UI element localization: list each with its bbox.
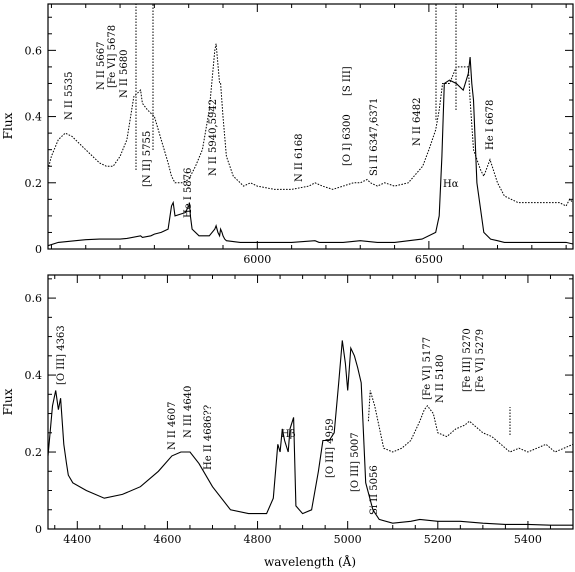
top-series-group [47, 43, 574, 247]
y-tick-label-0.6: 0.6 [25, 44, 43, 57]
label-fe6-5678: [Fe VI] 5678 [107, 25, 118, 88]
label-fe3-5270: [Fe III] 5270 [462, 328, 473, 392]
top-panel: 0 0.2 0.4 0.6 6000 6500 Flux N II 5535 N II … [1, 3, 574, 266]
y-tick-label-0.2: 0.2 [25, 446, 43, 459]
label-n2-5940: N II 5940,5942 [208, 99, 219, 176]
x-tick-label-6500: 6500 [415, 253, 443, 266]
label-he2-4686: He II 4686?? [203, 405, 214, 470]
bottom-axis-ticks [48, 275, 574, 530]
bottom-y-axis-label: Flux [1, 388, 15, 415]
label-si2-6347: Si II 6347,6371 [369, 98, 380, 176]
label-halpha: Hα [443, 179, 459, 190]
label-n2-5535: N II 5535 [64, 72, 75, 120]
bottom-series-group [47, 340, 574, 526]
bottom-y-tick-labels: 0 0.2 0.4 0.6 [25, 292, 43, 536]
label-n3-4640: N III 4640 [183, 386, 194, 438]
bottom-x-tick-labels: 4400 4600 4800 5000 5200 5400 [63, 533, 542, 546]
label-o3-4363: [O III] 4363 [56, 325, 67, 385]
y-tick-label-0.4: 0.4 [25, 111, 43, 124]
label-he1-6678: He I 6678 [485, 100, 496, 150]
bottom-plot-frame [47, 274, 574, 530]
label-o1-6300: [O I] 6300 [342, 114, 353, 166]
y-tick-label-0: 0 [35, 523, 42, 536]
y-tick-label-0.4: 0.4 [25, 369, 43, 382]
top-series-solid-0 [47, 56, 574, 247]
label-n2-4607: N II 4607 [167, 402, 178, 450]
label-fe6-5279: [Fe VI] 5279 [475, 329, 486, 392]
label-hbeta: Hβ [281, 429, 296, 440]
x-tick-label-4400: 4400 [63, 533, 91, 546]
label-he1-5876: He I 5876 [183, 168, 194, 218]
y-tick-label-0: 0 [35, 243, 42, 256]
label-o3-5007: [O III] 5007 [350, 432, 361, 492]
bottom-panel: 0 0.2 0.4 0.6 4400 4600 4800 5000 5200 5400 Flux… [1, 274, 574, 569]
x-tick-label-5000: 5000 [334, 533, 362, 546]
y-tick-label-0.6: 0.6 [25, 292, 43, 305]
label-n2-5755: [N II] 5755 [142, 131, 153, 187]
label-fe6-5177: [Fe VI] 5177 [422, 337, 433, 400]
y-tick-label-0.2: 0.2 [25, 177, 43, 190]
label-n2-5667: N II 5667 [96, 42, 107, 90]
top-plot-frame [47, 3, 574, 250]
label-o3-4959: [O III] 4959 [325, 418, 336, 478]
x-tick-label-4800: 4800 [244, 533, 272, 546]
label-n2-6168: N II 6168 [294, 134, 305, 182]
top-x-tick-labels: 6000 6500 [243, 253, 443, 266]
x-axis-label: wavelength (Å) [264, 554, 356, 569]
x-tick-label-5200: 5200 [424, 533, 452, 546]
label-si2-5056: Si II 5056 [369, 465, 380, 515]
bottom-line-labels: [O III] 4363 N II 4607 N III 4640 He II … [56, 325, 486, 515]
label-s3: [S III] [342, 66, 353, 96]
top-axis-ticks [48, 4, 573, 250]
x-tick-label-5400: 5400 [514, 533, 542, 546]
top-y-axis-label: Flux [1, 112, 15, 139]
x-tick-label-6000: 6000 [243, 253, 271, 266]
top-line-labels: N II 5535 N II 5667 [Fe VI] 5678 N II 56… [64, 25, 496, 218]
top-series-dotted-1 [47, 43, 574, 207]
label-n2-5680: N II 5680 [119, 50, 130, 98]
top-clipped-spikes [135, 4, 457, 170]
bottom-series-solid-0 [47, 340, 573, 526]
top-y-tick-labels: 0 0.2 0.4 0.6 [25, 44, 43, 256]
label-n2-6482: N II 6482 [412, 98, 423, 146]
label-n2-5180: N II 5180 [435, 355, 446, 403]
x-tick-label-4600: 4600 [153, 533, 181, 546]
bottom-series-dotted-1 [367, 390, 574, 453]
